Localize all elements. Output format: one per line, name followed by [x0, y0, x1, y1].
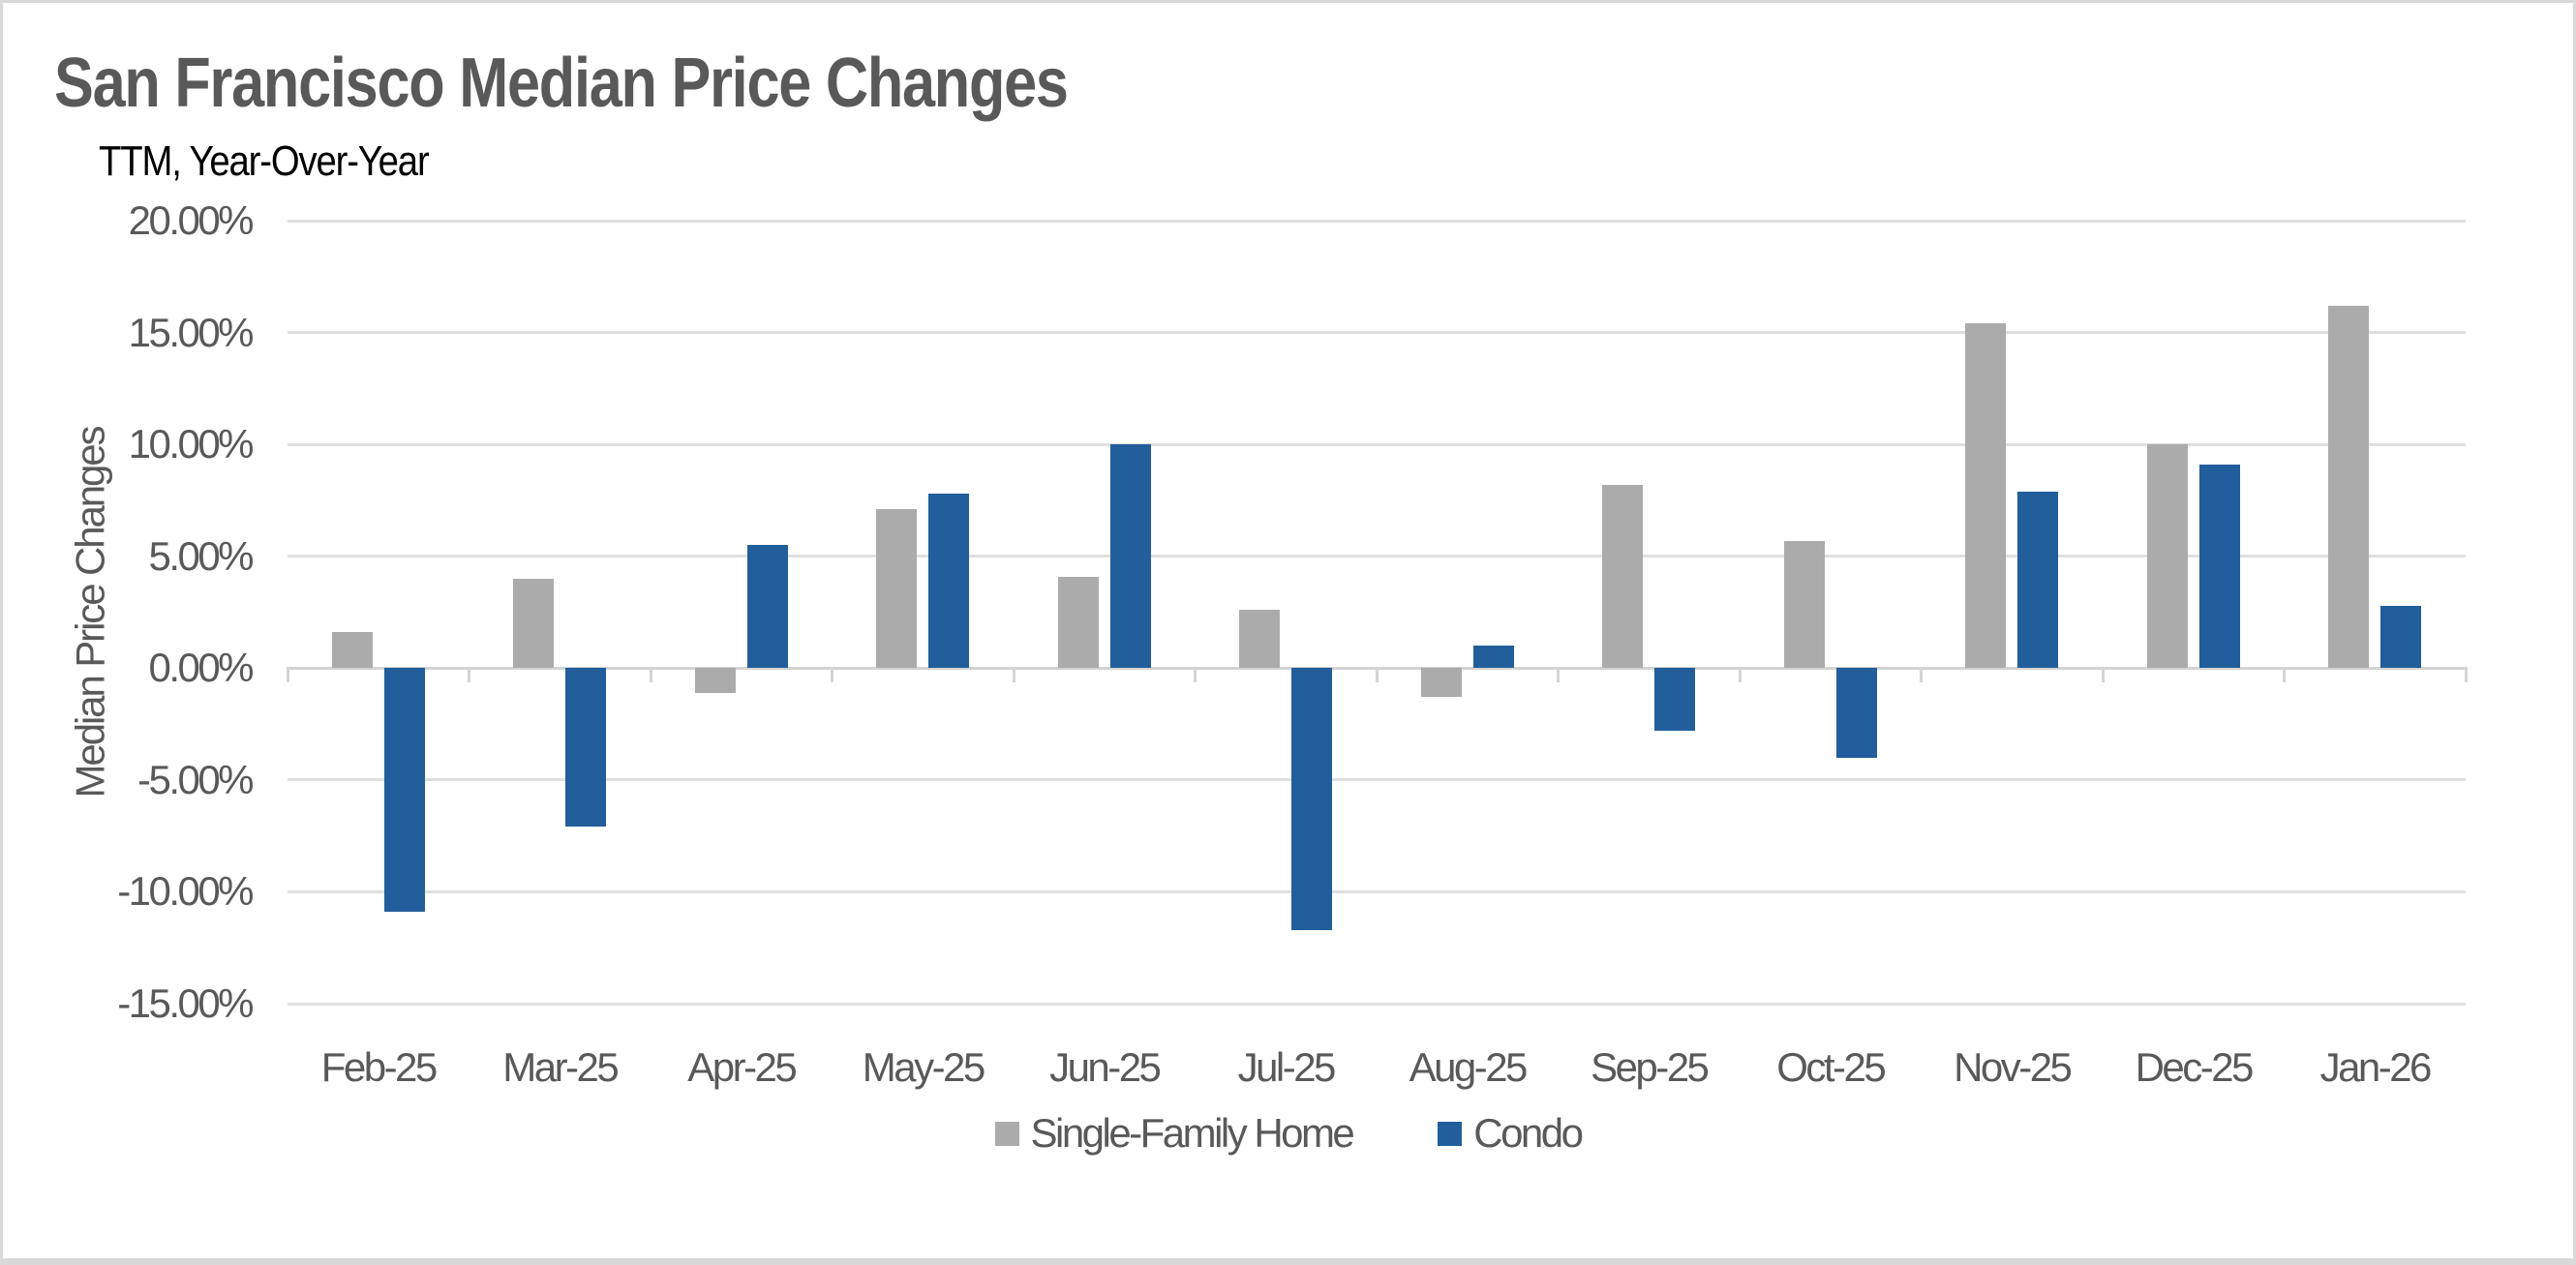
bar-condo-jul-25	[1291, 668, 1333, 930]
axis-tick	[468, 666, 470, 682]
axis-tick	[1375, 666, 1379, 682]
axis-tick	[1557, 666, 1560, 682]
bar-single-family-home-may-25	[876, 509, 918, 669]
bar-single-family-home-oct-25	[1783, 540, 1825, 669]
bar-condo-may-25	[928, 493, 970, 669]
legend-swatch-single-family-home	[994, 1121, 1019, 1146]
chart-title: San Francisco Median Price Changes	[54, 45, 1069, 122]
axis-tick	[2464, 666, 2468, 682]
x-tick-label-oct-25: Oct-25	[1776, 1044, 1886, 1090]
bar-single-family-home-dec-25	[2146, 444, 2188, 669]
y-tick-label-5-00: 5.00%	[148, 532, 255, 579]
axis-tick	[1738, 666, 1742, 682]
x-tick-label-mar-25: Mar-25	[502, 1044, 619, 1090]
bar-single-family-home-aug-25	[1420, 668, 1462, 698]
y-tick-label-5-00: -5.00%	[137, 756, 254, 802]
bar-condo-apr-25	[746, 545, 788, 669]
axis-tick	[2101, 666, 2105, 682]
legend-item-condo: Condo	[1438, 1110, 1584, 1156]
chart-subtitle: TTM, Year-Over-Year	[99, 137, 430, 185]
bar-condo-aug-25	[1472, 646, 1514, 669]
axis-tick	[1012, 666, 1015, 682]
bar-single-family-home-feb-25	[331, 632, 373, 669]
gridline-5-00	[288, 778, 2466, 782]
x-tick-label-dec-25: Dec-25	[2135, 1044, 2255, 1090]
bar-condo-oct-25	[1835, 668, 1877, 758]
y-axis-title-text: Median Price Changes	[67, 427, 112, 798]
y-tick-label-15-00: 15.00%	[128, 309, 255, 355]
x-tick-label-may-25: May-25	[862, 1044, 985, 1090]
x-tick-label-apr-25: Apr-25	[687, 1044, 797, 1090]
gridline-5-00	[288, 555, 2466, 558]
y-tick-label-20-00: 20.00%	[128, 197, 255, 243]
legend-label-single-family-home: Single-Family Home	[1030, 1110, 1355, 1156]
bar-condo-sep-25	[1654, 668, 1696, 731]
y-tick-label-10-00: -10.00%	[117, 868, 254, 915]
legend-swatch-condo	[1438, 1121, 1463, 1146]
y-tick-label-15-00: -15.00%	[117, 980, 254, 1026]
plot-area	[286, 219, 2468, 1006]
gridline-20-00	[288, 219, 2466, 223]
bar-single-family-home-nov-25	[1965, 323, 2007, 669]
bar-condo-nov-25	[2017, 491, 2059, 669]
gridline-15-00	[288, 1002, 2466, 1006]
x-tick-label-sep-25: Sep-25	[1591, 1044, 1710, 1090]
x-tick-label-jan-26: Jan-26	[2319, 1044, 2433, 1090]
legend-label-condo: Condo	[1473, 1110, 1584, 1156]
axis-tick	[286, 666, 289, 682]
bar-single-family-home-jul-25	[1239, 610, 1281, 669]
legend: Single-Family Home Condo	[3, 1112, 2573, 1155]
y-tick-label-0-00: 0.00%	[148, 645, 255, 691]
gridline-10-00	[288, 889, 2466, 893]
bar-single-family-home-apr-25	[694, 668, 736, 693]
x-tick-label-jun-25: Jun-25	[1049, 1044, 1162, 1090]
bar-condo-jan-26	[2380, 605, 2422, 669]
x-tick-label-jul-25: Jul-25	[1237, 1044, 1337, 1090]
x-tick-label-feb-25: Feb-25	[320, 1044, 438, 1090]
bar-condo-mar-25	[565, 668, 607, 828]
axis-tick	[1920, 666, 1923, 682]
bar-condo-dec-25	[2198, 464, 2240, 669]
bar-condo-feb-25	[383, 668, 425, 913]
bar-condo-jun-25	[1109, 444, 1151, 669]
axis-tick	[649, 666, 652, 682]
bar-single-family-home-jan-26	[2328, 305, 2370, 669]
gridline-15-00	[288, 331, 2466, 335]
legend-item-single-family-home: Single-Family Home	[994, 1110, 1355, 1156]
bar-single-family-home-jun-25	[1057, 576, 1099, 669]
x-tick-label-aug-25: Aug-25	[1409, 1044, 1529, 1090]
x-tick-label-nov-25: Nov-25	[1954, 1044, 2073, 1090]
bar-single-family-home-mar-25	[513, 578, 555, 669]
gridline-10-00	[288, 442, 2466, 446]
axis-tick	[831, 666, 833, 682]
axis-tick	[1194, 666, 1197, 682]
bar-single-family-home-sep-25	[1602, 484, 1644, 669]
y-tick-label-10-00: 10.00%	[128, 421, 255, 467]
axis-tick	[2283, 666, 2286, 682]
